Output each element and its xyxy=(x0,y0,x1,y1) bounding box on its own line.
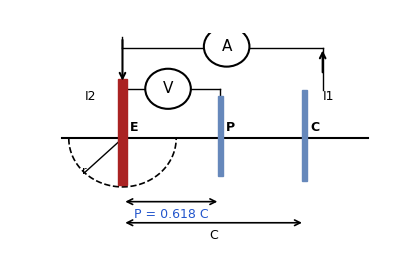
Text: I2: I2 xyxy=(85,90,97,103)
Text: C: C xyxy=(209,229,218,242)
Bar xyxy=(218,96,223,176)
Text: V: V xyxy=(163,81,173,96)
Ellipse shape xyxy=(204,27,249,67)
Text: E: E xyxy=(130,121,139,134)
Ellipse shape xyxy=(145,69,191,109)
Text: A: A xyxy=(221,39,232,54)
Bar xyxy=(302,90,307,181)
Text: P: P xyxy=(226,121,235,134)
Text: r: r xyxy=(82,166,87,176)
Text: C: C xyxy=(311,121,320,134)
Text: P = 0.618 C: P = 0.618 C xyxy=(134,208,209,221)
Text: I1: I1 xyxy=(323,90,334,103)
Bar xyxy=(118,79,127,185)
